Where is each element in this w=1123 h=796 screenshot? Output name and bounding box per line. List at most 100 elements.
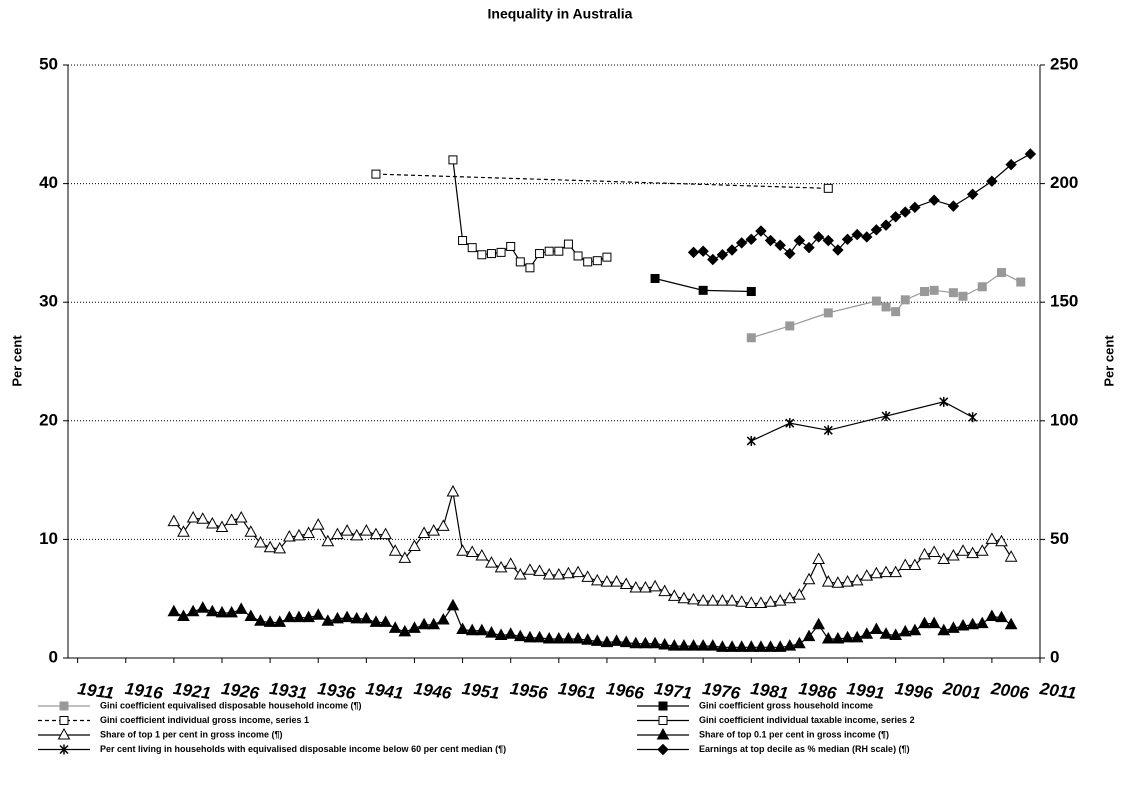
marker (822, 234, 834, 247)
marker (619, 635, 633, 648)
marker (515, 257, 525, 267)
marker (533, 630, 546, 643)
marker (831, 576, 845, 588)
marker (677, 591, 691, 604)
marker (746, 287, 756, 297)
marker (744, 596, 758, 608)
x-tick-label: 1956 (509, 679, 550, 703)
marker (667, 639, 681, 651)
marker (698, 285, 708, 295)
marker (966, 617, 979, 630)
marker (947, 548, 960, 561)
marker (785, 321, 795, 331)
marker (997, 268, 1007, 278)
legend-label: Share of top 1 per cent in gross income … (100, 729, 283, 739)
marker (215, 605, 229, 618)
legend-swatch-marker (59, 744, 69, 755)
x-tick-label: 1996 (894, 679, 935, 703)
marker (283, 610, 296, 623)
marker (369, 527, 383, 540)
marker (629, 636, 643, 649)
marker (879, 627, 893, 639)
marker (225, 513, 238, 525)
marker (773, 640, 787, 652)
marker (716, 249, 729, 261)
marker (494, 560, 508, 573)
marker (1005, 158, 1017, 171)
marker (880, 219, 892, 231)
marker (707, 253, 719, 266)
marker (1004, 617, 1018, 630)
marker (525, 263, 535, 273)
marker (764, 234, 777, 247)
marker (583, 257, 593, 267)
legend-swatch-marker (59, 716, 69, 725)
marker (485, 556, 498, 568)
legend-label: Share of top 0.1 per cent in gross incom… (699, 729, 889, 739)
legend-label: Earnings at top decile as % median (RH s… (699, 744, 910, 754)
chart-title: Inequality in Australia (488, 6, 633, 22)
marker (821, 631, 835, 644)
y2-tick-label: 150 (1050, 292, 1078, 311)
marker (744, 640, 758, 652)
marker (918, 616, 931, 629)
marker (475, 548, 489, 561)
marker (456, 622, 469, 635)
marker (544, 246, 554, 256)
marker (985, 609, 999, 621)
y-axis-label: Per cent (9, 335, 24, 387)
marker (871, 296, 881, 306)
marker (929, 285, 939, 295)
marker (870, 622, 883, 635)
marker (937, 623, 951, 636)
marker (359, 524, 373, 536)
marker (244, 525, 258, 537)
marker (948, 288, 958, 298)
legend-label: Gini coefficient gross household income (699, 700, 873, 710)
marker (793, 636, 806, 649)
marker (610, 634, 623, 646)
x-tick-label: 1946 (413, 679, 454, 703)
marker (823, 425, 833, 436)
marker (956, 618, 970, 631)
legend-swatch-marker (57, 727, 71, 740)
marker (726, 244, 738, 256)
x-tick-label: 2001 (941, 679, 982, 703)
marker (850, 573, 864, 586)
marker (785, 418, 795, 429)
marker (311, 518, 325, 530)
legend-swatch-marker (656, 727, 670, 740)
marker (841, 233, 854, 246)
marker (879, 565, 893, 578)
y2-axis-label: Per cent (1101, 335, 1116, 387)
marker (716, 640, 729, 652)
marker (755, 225, 767, 237)
marker (947, 200, 960, 212)
marker (340, 610, 354, 623)
marker (956, 544, 970, 556)
x-tick-label: 1961 (557, 679, 597, 703)
marker (398, 624, 412, 637)
marker (283, 529, 296, 542)
marker (735, 237, 748, 249)
marker (167, 514, 181, 527)
marker (841, 575, 854, 587)
marker (321, 614, 335, 626)
marker (629, 580, 643, 593)
marker (802, 572, 816, 585)
marker (774, 239, 786, 251)
marker (986, 175, 998, 187)
marker (523, 563, 537, 575)
marker (542, 631, 556, 644)
marker (706, 639, 720, 651)
y-tick-label: 0 (49, 647, 58, 666)
marker (563, 239, 573, 249)
marker (650, 273, 660, 283)
marker (697, 245, 709, 257)
marker (494, 628, 508, 640)
marker (254, 614, 267, 626)
marker (1016, 277, 1026, 287)
marker (927, 616, 941, 629)
legend-label: Gini coefficient individual taxable inco… (699, 715, 915, 725)
